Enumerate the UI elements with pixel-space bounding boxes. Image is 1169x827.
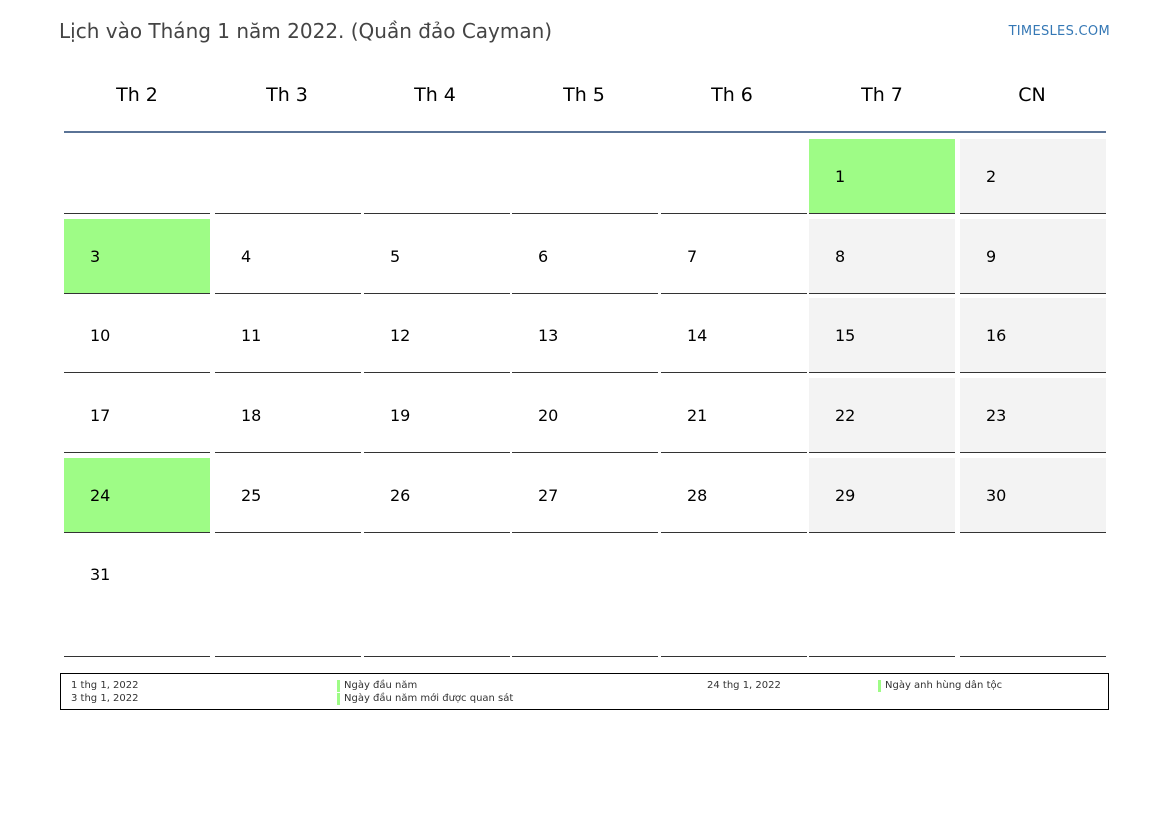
legend-holiday-name: Ngày đầu năm: [337, 680, 417, 692]
day-number: 30: [986, 486, 1007, 505]
calendar-day-cell[interactable]: 14: [661, 298, 807, 373]
page-title: Lịch vào Tháng 1 năm 2022. (Quần đảo Cay…: [59, 19, 553, 43]
day-number: 27: [538, 486, 559, 505]
day-number: 24: [90, 486, 111, 505]
calendar-day-cell: [960, 537, 1106, 657]
day-number: 9: [986, 247, 997, 266]
calendar-day-cell[interactable]: 25: [215, 458, 361, 533]
day-number: 15: [835, 326, 856, 345]
day-number: 11: [241, 326, 262, 345]
calendar-day-cell[interactable]: 26: [364, 458, 510, 533]
calendar-day-cell[interactable]: 21: [661, 378, 807, 453]
weekday-sat: Th 7: [861, 84, 903, 106]
day-number: 12: [390, 326, 411, 345]
calendar-day-cell[interactable]: 2: [960, 139, 1106, 214]
calendar-day-cell[interactable]: 5: [364, 219, 510, 294]
calendar-day-cell: [512, 139, 658, 214]
legend-holiday-name: Ngày đầu năm mới được quan sát: [337, 693, 513, 705]
weekday-tue: Th 3: [266, 84, 308, 106]
day-number: 17: [90, 406, 111, 425]
calendar-day-cell[interactable]: 28: [661, 458, 807, 533]
calendar-day-cell: [64, 139, 210, 214]
calendar-day-cell[interactable]: 20: [512, 378, 658, 453]
day-number: 3: [90, 247, 101, 266]
calendar-day-cell[interactable]: 3: [64, 219, 210, 294]
calendar-day-cell: [215, 139, 361, 214]
legend-date: 24 thg 1, 2022: [707, 680, 781, 691]
day-number: 1: [835, 167, 846, 186]
calendar-day-cell[interactable]: 27: [512, 458, 658, 533]
day-number: 20: [538, 406, 559, 425]
day-number: 22: [835, 406, 856, 425]
calendar-day-cell: [661, 537, 807, 657]
calendar-day-cell: [512, 537, 658, 657]
calendar-day-cell[interactable]: 1: [809, 139, 955, 214]
day-number: 29: [835, 486, 856, 505]
day-number: 6: [538, 247, 549, 266]
calendar-day-cell[interactable]: 6: [512, 219, 658, 294]
weekday-header: Th 2 Th 3 Th 4 Th 5 Th 6 Th 7 CN: [64, 84, 1106, 114]
weekday-thu: Th 5: [563, 84, 605, 106]
calendar-day-cell[interactable]: 22: [809, 378, 955, 453]
day-number: 13: [538, 326, 559, 345]
legend-date: 3 thg 1, 2022: [71, 693, 139, 704]
calendar-day-cell: [661, 139, 807, 214]
day-number: 10: [90, 326, 111, 345]
weekday-fri: Th 6: [711, 84, 753, 106]
calendar-day-cell[interactable]: 12: [364, 298, 510, 373]
calendar-day-cell[interactable]: 15: [809, 298, 955, 373]
calendar-day-cell[interactable]: 7: [661, 219, 807, 294]
calendar-day-cell[interactable]: 23: [960, 378, 1106, 453]
day-number: 31: [90, 565, 111, 584]
weekday-wed: Th 4: [414, 84, 456, 106]
calendar-day-cell[interactable]: 8: [809, 219, 955, 294]
calendar-day-cell[interactable]: 19: [364, 378, 510, 453]
calendar-day-cell[interactable]: 16: [960, 298, 1106, 373]
calendar-day-cell: [364, 139, 510, 214]
day-number: 4: [241, 247, 252, 266]
calendar-day-cell: [215, 537, 361, 657]
day-number: 2: [986, 167, 997, 186]
day-number: 18: [241, 406, 262, 425]
calendar-day-cell: [809, 537, 955, 657]
day-number: 19: [390, 406, 411, 425]
calendar-day-cell[interactable]: 24: [64, 458, 210, 533]
calendar-day-cell[interactable]: 30: [960, 458, 1106, 533]
day-number: 14: [687, 326, 708, 345]
legend-holiday-name: Ngày anh hùng dân tộc: [878, 680, 1002, 692]
brand-link[interactable]: TIMESLES.COM: [1008, 24, 1110, 39]
weekday-sun: CN: [1018, 84, 1046, 106]
weekday-mon: Th 2: [116, 84, 158, 106]
day-number: 8: [835, 247, 846, 266]
calendar-day-cell[interactable]: 13: [512, 298, 658, 373]
day-number: 26: [390, 486, 411, 505]
calendar-day-cell[interactable]: 9: [960, 219, 1106, 294]
calendar-day-cell[interactable]: 29: [809, 458, 955, 533]
day-number: 7: [687, 247, 698, 266]
day-number: 16: [986, 326, 1007, 345]
calendar-day-cell[interactable]: 18: [215, 378, 361, 453]
calendar-day-cell: [364, 537, 510, 657]
calendar-day-cell[interactable]: 4: [215, 219, 361, 294]
calendar-day-cell[interactable]: 31: [64, 537, 210, 657]
holiday-legend: 1 thg 1, 2022 Ngày đầu năm 3 thg 1, 2022…: [60, 673, 1109, 710]
day-number: 28: [687, 486, 708, 505]
calendar-day-cell[interactable]: 10: [64, 298, 210, 373]
calendar-day-cell[interactable]: 17: [64, 378, 210, 453]
header-divider: [64, 131, 1106, 133]
calendar-day-cell[interactable]: 11: [215, 298, 361, 373]
legend-date: 1 thg 1, 2022: [71, 680, 139, 691]
day-number: 21: [687, 406, 708, 425]
day-number: 23: [986, 406, 1007, 425]
day-number: 5: [390, 247, 401, 266]
day-number: 25: [241, 486, 262, 505]
